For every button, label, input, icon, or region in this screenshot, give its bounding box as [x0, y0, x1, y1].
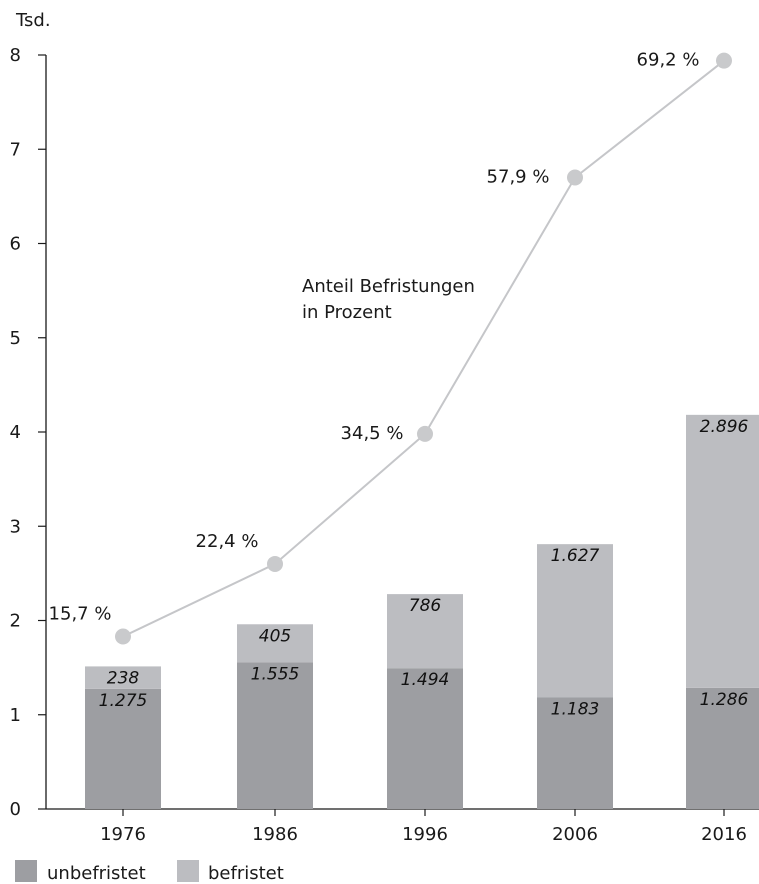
- share-line-label: 34,5 %: [341, 423, 404, 444]
- bar-label-unbefristet: 1.494: [401, 670, 450, 690]
- bar-label-unbefristet: 1.555: [251, 664, 300, 684]
- bar-label-unbefristet: 1.275: [99, 691, 148, 711]
- share-line-name-line-2: in Prozent: [302, 302, 392, 323]
- legend-label-befristet: befristet: [208, 863, 284, 884]
- legend-label-unbefristet: unbefristet: [47, 863, 146, 884]
- y-axis-tick-label: 7: [10, 139, 21, 160]
- share-line-label: 15,7 %: [49, 604, 112, 625]
- share-line-label: 57,9 %: [487, 167, 550, 188]
- share-line-point: [716, 52, 732, 69]
- y-axis-tick-label: 6: [10, 234, 21, 255]
- bar-befristet: [686, 414, 759, 688]
- bar-befristet: [85, 666, 161, 689]
- y-axis-tick-label: 2: [10, 611, 21, 632]
- y-axis-tick-label: 3: [10, 516, 21, 537]
- x-axis-label: 2016: [701, 824, 747, 845]
- y-axis-tick-label: 0: [10, 799, 21, 820]
- bar-unbefristet: [85, 688, 161, 809]
- bar-label-befristet: 2.896: [700, 417, 749, 437]
- share-line-point: [115, 628, 131, 645]
- bar-label-unbefristet: 1.183: [551, 700, 600, 720]
- legend-swatch-unbefristet: [15, 860, 37, 882]
- bar-unbefristet: [237, 662, 313, 809]
- x-axis-label: 1976: [100, 824, 146, 845]
- share-line-point: [267, 555, 283, 572]
- bar-befristet: [537, 544, 613, 698]
- y-axis-tick-label: 5: [10, 328, 21, 349]
- bar-label-befristet: 238: [107, 668, 140, 688]
- share-line-point: [417, 425, 433, 442]
- y-axis-tick-label: 1: [10, 705, 21, 726]
- x-axis-label: 1986: [252, 824, 298, 845]
- x-axis-label: 1996: [402, 824, 448, 845]
- share-line-label: 69,2 %: [637, 50, 700, 71]
- bar-befristet: [237, 624, 313, 663]
- x-axis-label: 2006: [552, 824, 598, 845]
- bar-label-unbefristet: 1.286: [700, 690, 749, 710]
- bar-unbefristet: [537, 697, 613, 809]
- bar-label-befristet: 405: [259, 626, 291, 646]
- legend-swatch-befristet: [177, 860, 199, 882]
- bar-unbefristet: [387, 668, 463, 809]
- bar-label-befristet: 1.627: [551, 546, 600, 566]
- y-axis-tick-label: 8: [10, 45, 21, 66]
- share-line-label: 22,4 %: [196, 531, 259, 552]
- y-axis-tick-label: 4: [10, 422, 21, 443]
- share-line-point: [567, 169, 583, 186]
- bar-label-befristet: 786: [409, 596, 442, 616]
- share-line-name-line-1: Anteil Befristungen: [302, 276, 475, 297]
- bar-befristet: [387, 594, 463, 669]
- y-axis-unit-label: Tsd.: [15, 10, 51, 31]
- bar-unbefristet: [686, 687, 759, 809]
